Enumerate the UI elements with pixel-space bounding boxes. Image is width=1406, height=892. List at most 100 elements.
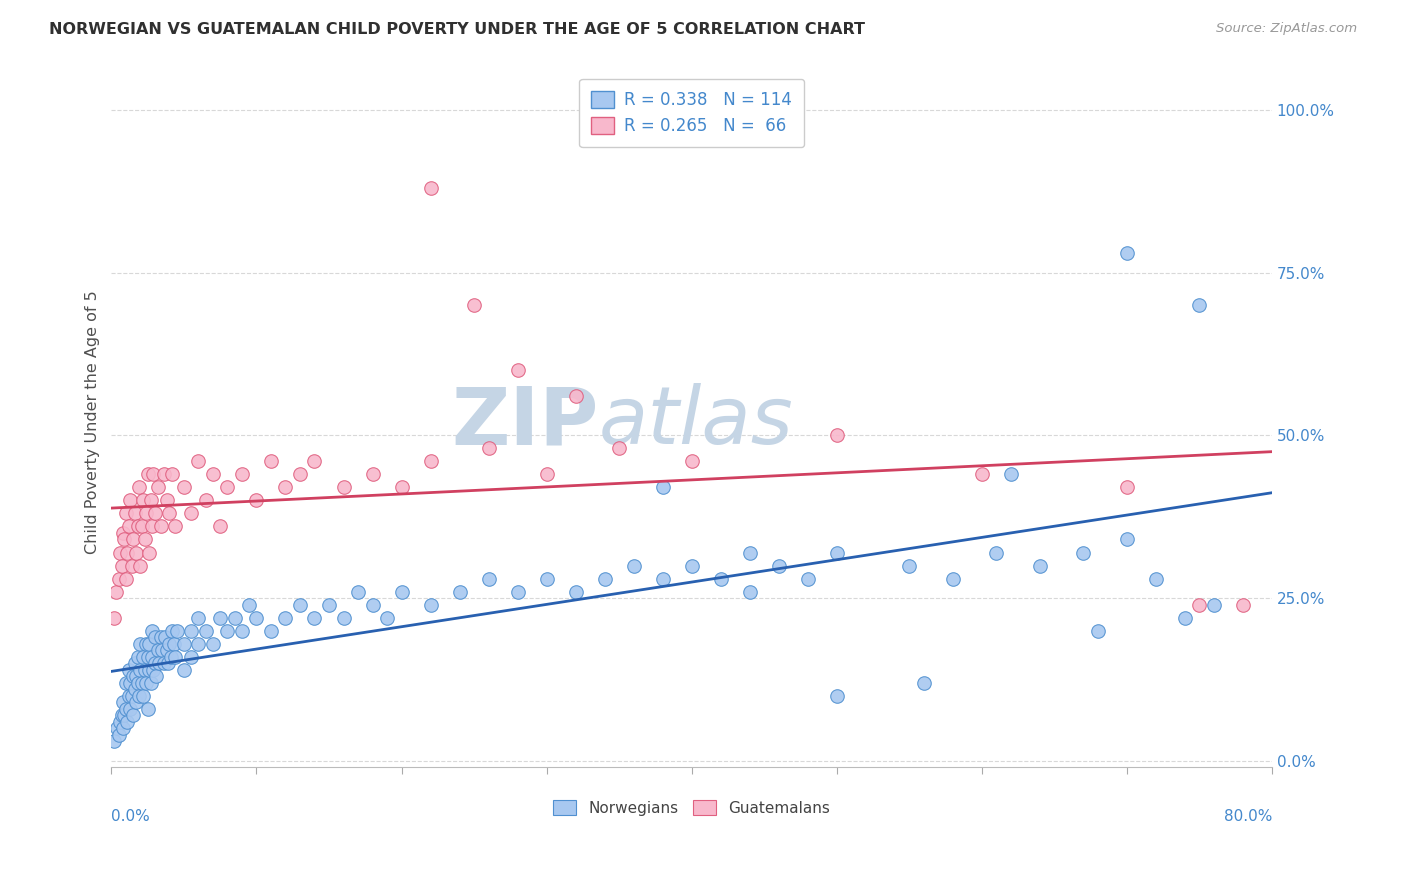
Point [245, 493, 267, 508]
Point [134, 663, 156, 677]
Point [108, 545, 131, 559]
Point [138, 637, 160, 651]
Point [361, 467, 384, 482]
Point [120, 493, 142, 508]
Point [134, 533, 156, 547]
Point [127, 519, 149, 533]
Point [463, 298, 485, 312]
Point [135, 637, 157, 651]
Point [187, 637, 209, 651]
Point [146, 480, 169, 494]
Point [180, 624, 202, 638]
Point [898, 558, 921, 573]
Point [796, 572, 818, 586]
Point [125, 545, 148, 559]
Point [738, 584, 761, 599]
Point [163, 637, 186, 651]
Point [120, 702, 142, 716]
Legend: Norwegians, Guatemalans: Norwegians, Guatemalans [547, 794, 837, 822]
Point [143, 656, 166, 670]
Point [127, 649, 149, 664]
Point [114, 533, 136, 547]
Point [1115, 533, 1137, 547]
Point [1029, 558, 1052, 573]
Point [125, 669, 148, 683]
Point [1115, 480, 1137, 494]
Point [152, 467, 174, 482]
Point [132, 649, 155, 664]
Point [825, 428, 848, 442]
Point [132, 493, 155, 508]
Point [155, 493, 177, 508]
Point [115, 507, 138, 521]
Point [651, 572, 673, 586]
Point [118, 689, 141, 703]
Point [155, 643, 177, 657]
Point [136, 467, 159, 482]
Point [165, 519, 187, 533]
Point [942, 572, 965, 586]
Point [148, 656, 170, 670]
Point [138, 545, 160, 559]
Point [122, 669, 145, 683]
Point [361, 598, 384, 612]
Point [156, 656, 179, 670]
Point [201, 637, 224, 651]
Point [115, 675, 138, 690]
Point [288, 598, 311, 612]
Point [607, 442, 630, 456]
Point [104, 584, 127, 599]
Point [564, 389, 586, 403]
Point [224, 610, 246, 624]
Point [710, 572, 733, 586]
Point [564, 584, 586, 599]
Point [141, 624, 163, 638]
Text: 80.0%: 80.0% [1223, 809, 1272, 823]
Point [912, 675, 935, 690]
Point [477, 572, 499, 586]
Point [419, 598, 441, 612]
Point [245, 610, 267, 624]
Point [318, 598, 340, 612]
Point [141, 519, 163, 533]
Point [128, 689, 150, 703]
Point [681, 558, 703, 573]
Point [139, 675, 162, 690]
Point [681, 454, 703, 468]
Point [391, 480, 413, 494]
Point [391, 584, 413, 599]
Point [121, 689, 143, 703]
Point [651, 480, 673, 494]
Point [166, 624, 188, 638]
Point [125, 695, 148, 709]
Point [124, 682, 146, 697]
Point [419, 454, 441, 468]
Point [231, 624, 253, 638]
Point [141, 649, 163, 664]
Point [187, 454, 209, 468]
Point [132, 689, 155, 703]
Point [738, 545, 761, 559]
Point [153, 630, 176, 644]
Y-axis label: Child Poverty Under the Age of 5: Child Poverty Under the Age of 5 [86, 291, 100, 554]
Point [118, 663, 141, 677]
Point [129, 637, 152, 651]
Point [107, 572, 129, 586]
Point [145, 669, 167, 683]
Point [136, 649, 159, 664]
Point [159, 507, 181, 521]
Point [1202, 598, 1225, 612]
Point [477, 442, 499, 456]
Point [238, 598, 260, 612]
Point [122, 533, 145, 547]
Point [173, 637, 195, 651]
Point [143, 630, 166, 644]
Point [593, 572, 616, 586]
Text: ZIP: ZIP [451, 384, 599, 461]
Point [332, 480, 354, 494]
Point [231, 467, 253, 482]
Point [288, 467, 311, 482]
Point [160, 649, 183, 664]
Point [1071, 545, 1094, 559]
Point [129, 558, 152, 573]
